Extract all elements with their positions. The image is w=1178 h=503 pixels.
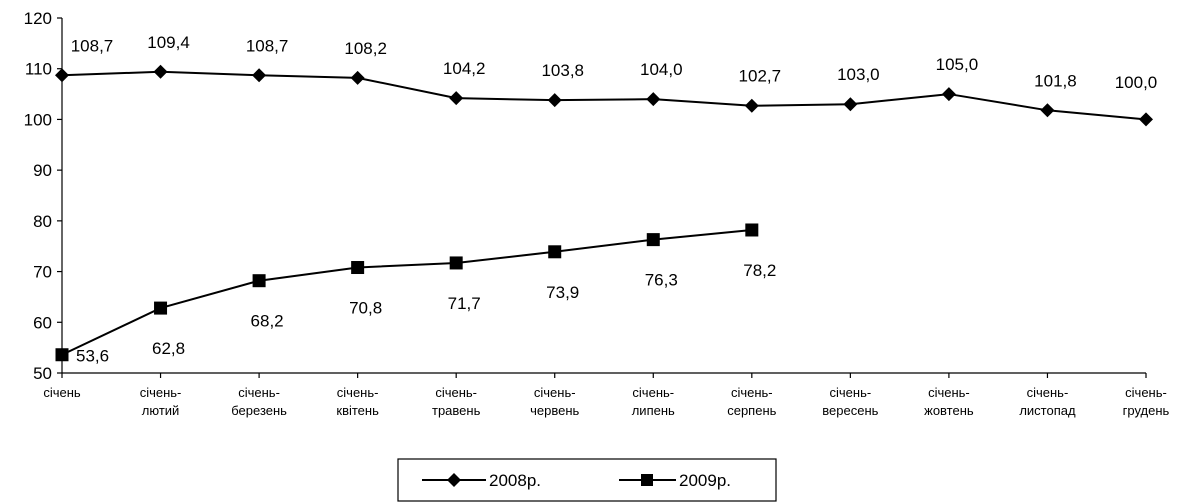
point-2008 xyxy=(1139,112,1153,127)
y-tick-label: 50 xyxy=(33,364,52,383)
point-2009 xyxy=(745,223,759,237)
x-tick-label: січень-жовтень xyxy=(924,385,974,418)
point-2009 xyxy=(646,233,660,247)
data-label-2008: 104,0 xyxy=(640,60,683,79)
point-2009 xyxy=(154,301,168,315)
x-tick-label: січень-липень xyxy=(632,385,675,418)
legend-label-2008: 2008р. xyxy=(489,471,541,490)
point-2008 xyxy=(449,91,464,106)
y-tick-label: 90 xyxy=(33,161,52,180)
series-line-2008 xyxy=(61,70,1147,121)
data-label-2008: 108,7 xyxy=(246,36,289,55)
data-label-2008: 104,2 xyxy=(443,59,486,78)
point-2008 xyxy=(941,87,956,102)
point-2008 xyxy=(547,93,562,108)
chart-axes: 50 60 70 80 90 100 110 120 січень січень-лютий січ… xyxy=(24,9,1170,418)
x-tick-label: січень-серпень xyxy=(727,385,776,418)
point-2009 xyxy=(351,261,365,275)
y-tick-label: 80 xyxy=(33,212,52,231)
chart-legend: 2008р. 2009р. xyxy=(397,458,777,502)
x-tick-label: січень xyxy=(43,385,81,400)
data-label-2008: 108,7 xyxy=(71,36,114,55)
data-label-2009: 68,2 xyxy=(251,312,284,331)
data-label-2009: 71,7 xyxy=(448,294,481,313)
point-2008 xyxy=(1040,103,1055,118)
data-label-2009: 73,9 xyxy=(546,283,579,302)
legend-label-2009: 2009р. xyxy=(679,471,731,490)
data-label-2009: 62,8 xyxy=(152,339,185,358)
x-tick-label: січень-вересень xyxy=(822,385,878,418)
data-label-2009: 78,2 xyxy=(743,261,776,280)
point-2008 xyxy=(646,92,661,107)
data-label-2008: 100,0 xyxy=(1115,73,1158,92)
point-2009 xyxy=(252,274,266,288)
data-label-2009: 53,6 xyxy=(76,347,109,366)
data-label-2008: 102,7 xyxy=(739,67,782,86)
legend-marker-2009 xyxy=(641,474,653,486)
data-label-2009: 76,3 xyxy=(645,271,678,290)
point-2008 xyxy=(55,68,69,83)
point-2008 xyxy=(350,70,365,85)
y-tick-label: 60 xyxy=(33,313,52,332)
y-tick-label: 70 xyxy=(33,263,52,282)
point-2009 xyxy=(548,245,562,259)
data-label-2008: 103,8 xyxy=(541,61,584,80)
point-2008 xyxy=(744,98,759,113)
x-tick-label: січень-квітень xyxy=(336,385,379,418)
point-2009 xyxy=(449,256,463,270)
x-tick-label: січень-березень xyxy=(231,385,287,418)
x-tick-label: січень-лютий xyxy=(140,385,182,418)
point-2009 xyxy=(55,348,69,362)
y-tick-label: 110 xyxy=(25,60,52,79)
point-2008 xyxy=(252,68,267,83)
legend-marker-2008 xyxy=(447,473,461,487)
data-label-2008: 105,0 xyxy=(936,55,979,74)
data-label-2008: 103,0 xyxy=(837,65,880,84)
chart-series: 108,7 109,4 108,7 108,2 104,2 103,8 104,0 102,7… xyxy=(55,33,1157,366)
data-label-2008: 101,8 xyxy=(1034,71,1077,90)
x-tick-label: січень-червень xyxy=(530,385,579,418)
series-line-2009 xyxy=(61,228,752,356)
data-label-2009: 70,8 xyxy=(349,299,382,318)
data-label-2008: 108,2 xyxy=(344,39,387,58)
point-2008 xyxy=(153,64,168,79)
x-tick-label: січень-листопад xyxy=(1019,385,1076,418)
y-tick-label: 100 xyxy=(24,110,52,129)
x-tick-label: січень-грудень xyxy=(1123,385,1170,418)
point-2008 xyxy=(843,97,858,112)
y-tick-label: 120 xyxy=(24,9,52,28)
data-label-2008: 109,4 xyxy=(147,33,190,52)
x-tick-label: січень-травень xyxy=(432,385,481,418)
